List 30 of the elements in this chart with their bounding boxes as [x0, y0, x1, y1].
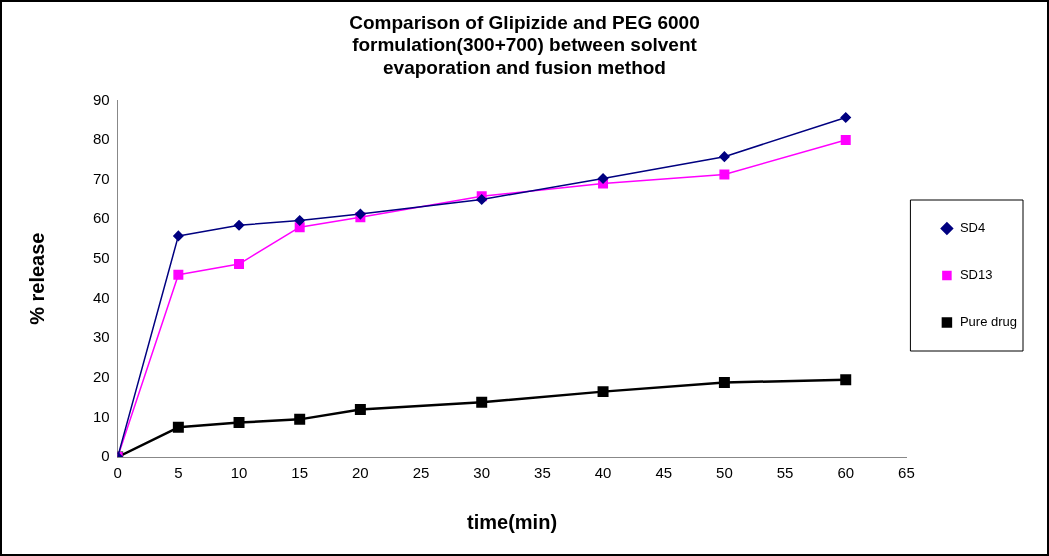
x-tick-label: 60	[837, 464, 855, 482]
x-tick-label: 55	[776, 464, 794, 482]
y-tick-label: 50	[93, 249, 110, 267]
x-tick-label: 5	[174, 464, 183, 482]
legend-label: SD4	[959, 220, 986, 236]
y-tick-label: 60	[93, 209, 110, 227]
y-tick-label: 20	[93, 367, 110, 385]
y-tick-label: 40	[93, 288, 110, 306]
legend-label: SD13	[959, 267, 993, 283]
x-tick-label: 0	[113, 464, 122, 482]
x-axis-title: time(min)	[467, 510, 558, 533]
x-tick-label: 20	[352, 464, 369, 482]
y-tick-label: 80	[93, 130, 110, 148]
y-tick-label: 10	[93, 407, 110, 425]
x-tick-label: 30	[473, 464, 491, 482]
x-tick-label: 25	[412, 464, 430, 482]
x-tick-label: 65	[898, 464, 915, 482]
x-tick-label: 10	[230, 464, 248, 482]
y-tick-label: 70	[93, 169, 110, 187]
x-tick-label: 35	[534, 464, 551, 482]
x-tick-label: 15	[291, 464, 309, 482]
x-tick-label: 40	[594, 464, 612, 482]
y-tick-label: 30	[93, 328, 110, 346]
y-tick-label: 90	[93, 90, 110, 108]
chart-title: Comparison of Glipizide and PEG 6000 formulation(300+700) between solvent evaporation and fusion method	[349, 11, 700, 79]
y-axis-title: % release	[25, 232, 48, 325]
legend-label: Pure drug	[959, 314, 1017, 330]
y-tick-label: 0	[101, 447, 110, 465]
x-tick-label: 45	[655, 464, 673, 482]
x-tick-label: 50	[716, 464, 733, 482]
